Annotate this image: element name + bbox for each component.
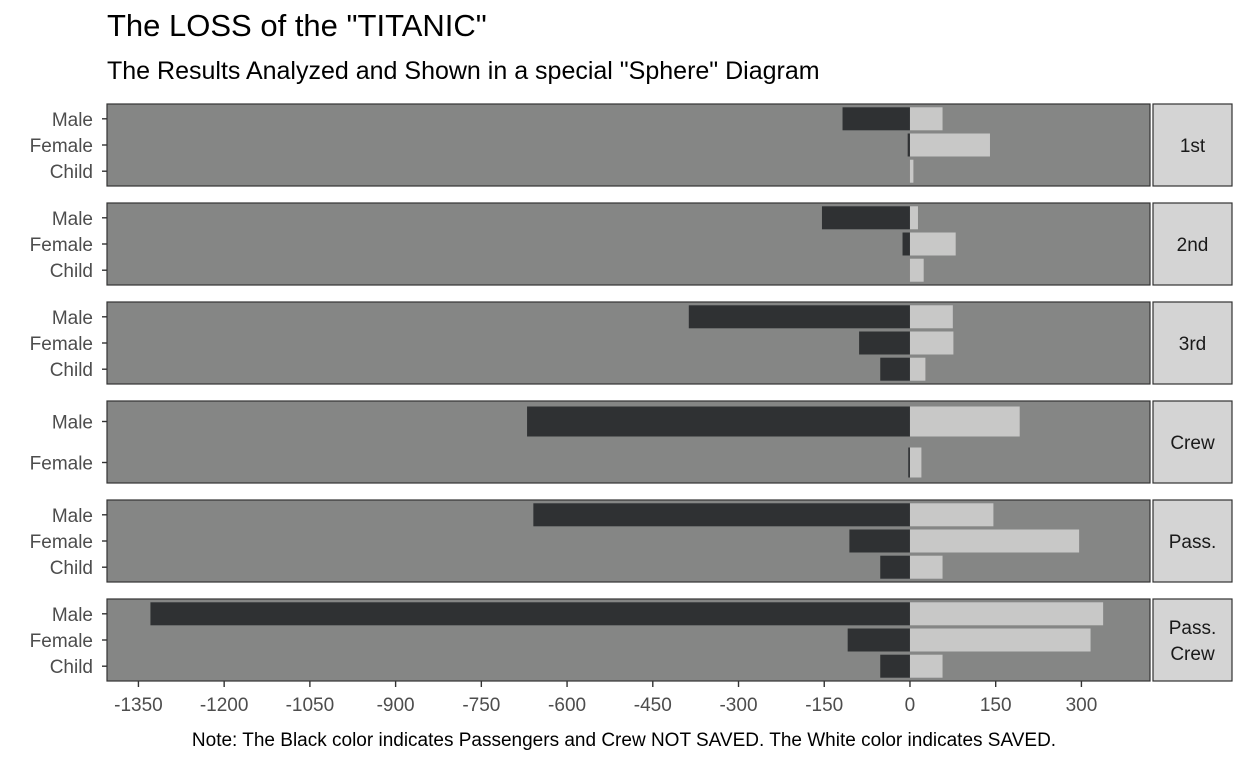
bar-saved [909,628,1091,652]
x-tick-label: 0 [905,695,916,716]
facet-label: Crew [1170,644,1215,665]
x-tick-label: -750 [462,695,500,716]
bar-not-saved [908,447,910,478]
bar-not-saved [847,628,910,652]
x-tick-label: 150 [980,695,1012,716]
x-tick-label: -1350 [114,695,163,716]
y-tick-label: Female [30,631,93,652]
panel-border [106,499,1151,583]
bar-saved [909,602,1104,626]
panel-border [106,301,1151,385]
bar-not-saved [859,331,910,355]
y-tick-label: Female [30,235,93,256]
bar-saved [909,133,990,157]
bar-saved [909,654,943,678]
bar-saved [909,232,956,256]
chart-caption: Note: The Black color indicates Passenge… [191,730,1057,751]
bar-saved [909,159,914,183]
y-tick-label: Male [52,506,93,527]
chart-subtitle: The Results Analyzed and Shown in a spec… [107,57,820,85]
x-tick-label: -300 [719,695,757,716]
panel-border [106,202,1151,286]
bar-saved [909,258,924,282]
bar-saved [909,447,922,478]
bar-saved [909,305,953,329]
bar-saved [909,503,994,527]
y-tick-label: Child [50,261,93,282]
y-tick-label: Child [50,558,93,579]
bar-not-saved [902,232,910,256]
bar-saved [909,529,1080,553]
bar-not-saved [842,107,910,131]
bar-saved [909,406,1020,437]
bar-not-saved [907,133,910,157]
panel-border [106,598,1151,682]
panel-border [106,103,1151,187]
x-tick-label: -1200 [200,695,249,716]
facet-label: 3rd [1179,334,1206,355]
bar-not-saved [880,357,910,381]
y-tick-label: Female [30,334,93,355]
y-tick-label: Male [52,308,93,329]
y-tick-label: Male [52,413,93,434]
chart-title: The LOSS of the "TITANIC" [107,8,487,43]
x-tick-label: -900 [377,695,415,716]
facet-label: Pass. [1169,618,1217,639]
panel-background [107,203,1150,285]
bar-saved [909,107,943,131]
bar-saved [909,357,926,381]
y-tick-label: Male [52,110,93,131]
facet-label: 2nd [1177,235,1209,256]
y-tick-label: Child [50,657,93,678]
y-tick-label: Male [52,605,93,626]
y-tick-label: Female [30,136,93,157]
bar-not-saved [849,529,910,553]
bar-saved [909,331,954,355]
facet-label: 1st [1180,136,1206,157]
facet-strip [1152,301,1233,385]
panel-background [107,302,1150,384]
bar-not-saved [880,555,910,579]
facet-strip [1152,499,1233,583]
bar-not-saved [821,206,910,230]
facet-strip [1152,598,1233,682]
bar-not-saved [880,654,910,678]
bar-saved [909,555,943,579]
bar-not-saved [527,406,910,437]
y-tick-label: Child [50,360,93,381]
bar-not-saved [533,503,910,527]
y-tick-label: Child [50,162,93,183]
facet-label: Crew [1170,433,1215,454]
facet-label: Pass. [1169,532,1217,553]
x-tick-label: -1050 [286,695,335,716]
panel-border [106,400,1151,484]
bar-not-saved [688,305,910,329]
x-tick-label: -150 [805,695,843,716]
y-tick-label: Female [30,532,93,553]
y-tick-label: Male [52,209,93,230]
bar-not-saved [150,602,910,626]
facet-strip [1152,400,1233,484]
panel-background [107,104,1150,186]
facet-strip [1152,202,1233,286]
x-tick-label: -600 [548,695,586,716]
x-tick-label: 300 [1066,695,1098,716]
x-tick-label: -450 [634,695,672,716]
y-tick-label: Female [30,454,93,475]
bar-saved [909,206,918,230]
facet-strip [1152,103,1233,187]
